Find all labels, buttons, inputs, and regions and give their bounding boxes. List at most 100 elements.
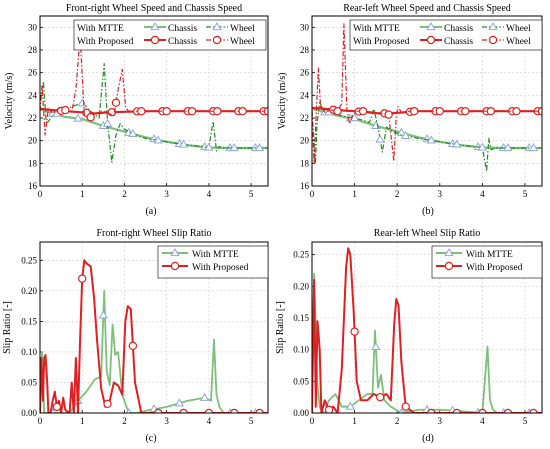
x-tick-label: 3 — [164, 416, 169, 426]
x-tick-label: 5 — [523, 416, 528, 426]
data-point-marker — [375, 134, 385, 143]
y-tick-label: 0.25 — [293, 250, 309, 260]
legend-marker — [212, 35, 222, 45]
legend-marker — [170, 247, 180, 257]
y-tick-label: 0.10 — [293, 345, 309, 355]
legend-group-label: With MTTE — [353, 24, 400, 34]
y-tick-label: 0.00 — [293, 408, 309, 418]
legend-group-label: With Proposed — [353, 37, 410, 47]
x-tick-label: 2 — [395, 189, 400, 199]
data-point-marker — [103, 399, 112, 409]
chart-panel-a: 0 1 2 3 4 5 16 18 20 22 24 26 28 30 Front-right Wheel … — [4, 3, 269, 217]
data-point-marker — [254, 143, 265, 152]
legend-item-label: Chassis — [444, 24, 473, 34]
data-point-marker — [512, 106, 521, 116]
data-point-marker — [200, 392, 210, 401]
chart-panel-d: 0 1 2 3 4 5 0.00 0.05 0.10 0.15 0.20 0.25 Rear-left … — [275, 228, 543, 444]
x-tick-label: 3 — [438, 416, 443, 426]
data-point-marker — [477, 142, 488, 151]
series-group — [40, 35, 268, 163]
series-group — [40, 259, 268, 413]
plot-frame — [311, 241, 543, 414]
data-point-marker — [384, 110, 393, 119]
legend-label: With MTTE — [192, 250, 239, 260]
y-tick-label: 0.20 — [21, 286, 37, 296]
y-tick-label: 16 — [28, 181, 38, 191]
x-tick-label: 5 — [523, 189, 528, 199]
data-point-marker — [178, 139, 189, 148]
panel-label: (d) — [422, 433, 434, 444]
y-tick-label: 0.10 — [21, 347, 37, 357]
data-point-marker — [187, 106, 197, 116]
data-point-marker — [153, 135, 163, 144]
data-point-marker — [426, 135, 436, 144]
x-tick-label: 0 — [38, 416, 43, 426]
legend: With MTTE With Proposed — [157, 245, 269, 279]
legend: With MTTE Chassis Wheel With Proposed Chassi… — [73, 19, 267, 51]
y-tick-label: 0.05 — [293, 376, 309, 386]
plot-frame — [39, 15, 269, 187]
y-tick-label: 26 — [28, 68, 38, 78]
y-tick-label: 28 — [300, 45, 310, 55]
y-tick-label: 22 — [300, 113, 309, 123]
plot-frame — [39, 241, 269, 414]
legend-label: With Proposed — [192, 263, 249, 273]
y-axis-label: Velocity (m/s) — [4, 73, 15, 130]
series-group — [312, 247, 542, 413]
legend-item-label: Chassis — [444, 37, 473, 47]
data-point-marker — [111, 98, 121, 107]
y-tick-label: 24 — [300, 90, 310, 100]
data-point-marker — [174, 398, 184, 407]
legend-marker — [444, 261, 454, 271]
data-point-marker — [333, 106, 342, 116]
series-group — [312, 23, 542, 172]
legend-marker — [150, 35, 160, 45]
y-tick-label: 24 — [28, 90, 38, 100]
x-tick-label: 4 — [207, 416, 212, 426]
y-axis-label: Slip Ratio [-] — [2, 301, 13, 354]
data-point-marker — [401, 130, 411, 139]
legend-marker — [488, 21, 498, 31]
data-point-marker — [125, 407, 132, 413]
x-tick-label: 1 — [352, 189, 357, 199]
chart-title: Front-right Wheel Slip Ratio — [96, 228, 211, 239]
legend: With MTTE With Proposed — [431, 245, 543, 279]
x-tick-label: 4 — [480, 189, 485, 199]
y-tick-label: 18 — [28, 158, 38, 168]
panel-label: (a) — [145, 206, 156, 217]
data-point-marker — [204, 142, 214, 151]
data-point-marker — [238, 106, 247, 116]
data-point-marker — [128, 128, 138, 137]
y-tick-label: 26 — [300, 68, 310, 78]
legend-item-label: Wheel — [230, 37, 255, 47]
legend-box — [73, 19, 267, 51]
data-point-marker — [528, 143, 539, 152]
data-point-marker — [537, 107, 542, 116]
y-tick-label: 18 — [300, 158, 310, 168]
x-tick-label: 1 — [80, 189, 85, 199]
series-line-with-proposed — [312, 247, 542, 413]
x-tick-label: 0 — [310, 416, 315, 426]
legend-box — [431, 245, 543, 279]
legend-item-label: Chassis — [168, 24, 197, 34]
x-tick-label: 4 — [207, 189, 212, 199]
chart-title: Front-right Wheel Speed and Chassis Spee… — [66, 3, 242, 14]
series-line-with-proposed-wheel — [312, 23, 542, 164]
legend-item-label: Wheel — [506, 24, 531, 34]
data-point-marker — [486, 106, 496, 116]
x-tick-label: 2 — [122, 416, 127, 426]
y-tick-label: 30 — [28, 22, 38, 32]
data-point-marker — [349, 112, 360, 122]
x-tick-label: 5 — [249, 416, 254, 426]
data-point-marker — [350, 327, 359, 336]
legend-label: With Proposed — [466, 263, 523, 273]
y-tick-label: 28 — [28, 45, 38, 55]
panel-label: (b) — [422, 206, 434, 217]
data-point-marker — [452, 139, 462, 148]
y-tick-label: 0.00 — [21, 408, 37, 418]
data-point-marker — [503, 143, 513, 152]
legend-box — [349, 19, 543, 51]
legend-marker — [426, 21, 436, 31]
data-point-marker — [435, 106, 444, 116]
